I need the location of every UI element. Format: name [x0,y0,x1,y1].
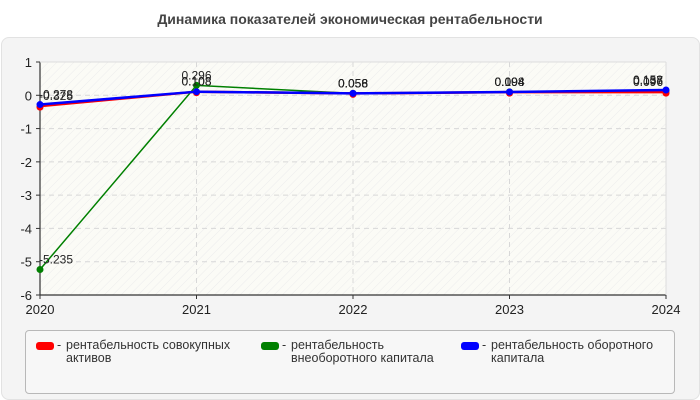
y-tick-label: -5 [20,255,32,270]
legend-swatch-red [36,342,54,350]
data-label: 0.098 [494,75,524,89]
y-tick-label: 0 [25,88,32,103]
x-tick-label: 2020 [26,302,55,317]
data-point[interactable] [36,266,44,274]
data-point[interactable] [349,89,357,97]
legend-swatch-green [261,342,279,350]
data-label: 0.296 [181,68,211,82]
legend-label: рентабельность совокупных активов [66,338,231,365]
y-tick-label: -2 [20,155,32,170]
data-label: 0.094 [494,75,524,89]
data-label: 0.058 [338,76,368,90]
x-tick-label: 2021 [182,302,211,317]
data-label: 0.056 [338,76,368,90]
y-tick-label: -3 [20,188,32,203]
data-label: -0.325 [39,89,73,103]
series-lines [36,81,670,274]
data-label: 0.104 [494,75,524,89]
legend-dash: - [482,338,487,352]
x-tick-label: 2024 [652,302,681,317]
data-point[interactable] [193,81,200,89]
x-tick-label: 2022 [339,302,368,317]
data-label: 0.158 [633,73,663,87]
y-tick-label: -4 [20,221,32,236]
y-tick-label: 1 [25,55,32,70]
legend-dash: - [57,338,62,352]
grid-lines [40,62,666,295]
y-tick-label: -1 [20,122,32,137]
data-point[interactable] [662,86,670,94]
chart-title: Динамика показателей экономическая рента… [157,11,543,27]
data-labels: -5.235 0.296 0.058 0.104 0.137 -0.325 0.108 0.0… [39,68,663,266]
legend-swatch-blue [461,342,479,350]
data-label: -5.235 [39,253,73,267]
data-label: 0.096 [633,75,663,89]
data-point[interactable] [36,101,44,109]
y-tick-label: -6 [20,288,32,303]
legend-label: рентабельность оборотного капитала [491,338,654,365]
data-label: 0.137 [633,74,663,88]
data-label: -0.278 [39,88,73,102]
data-label: 0.108 [181,75,211,89]
x-tick-label: 2023 [495,302,524,317]
legend-label: рентабельность внеоборотного капитала [291,338,434,365]
legend-dash: - [282,338,287,352]
data-point[interactable] [193,88,200,96]
legend: - рентабельность совокупных активов - ре… [25,330,675,394]
data-point[interactable] [506,88,513,96]
data-label: 0.058 [338,76,368,90]
data-label: 0.108 [181,75,211,89]
